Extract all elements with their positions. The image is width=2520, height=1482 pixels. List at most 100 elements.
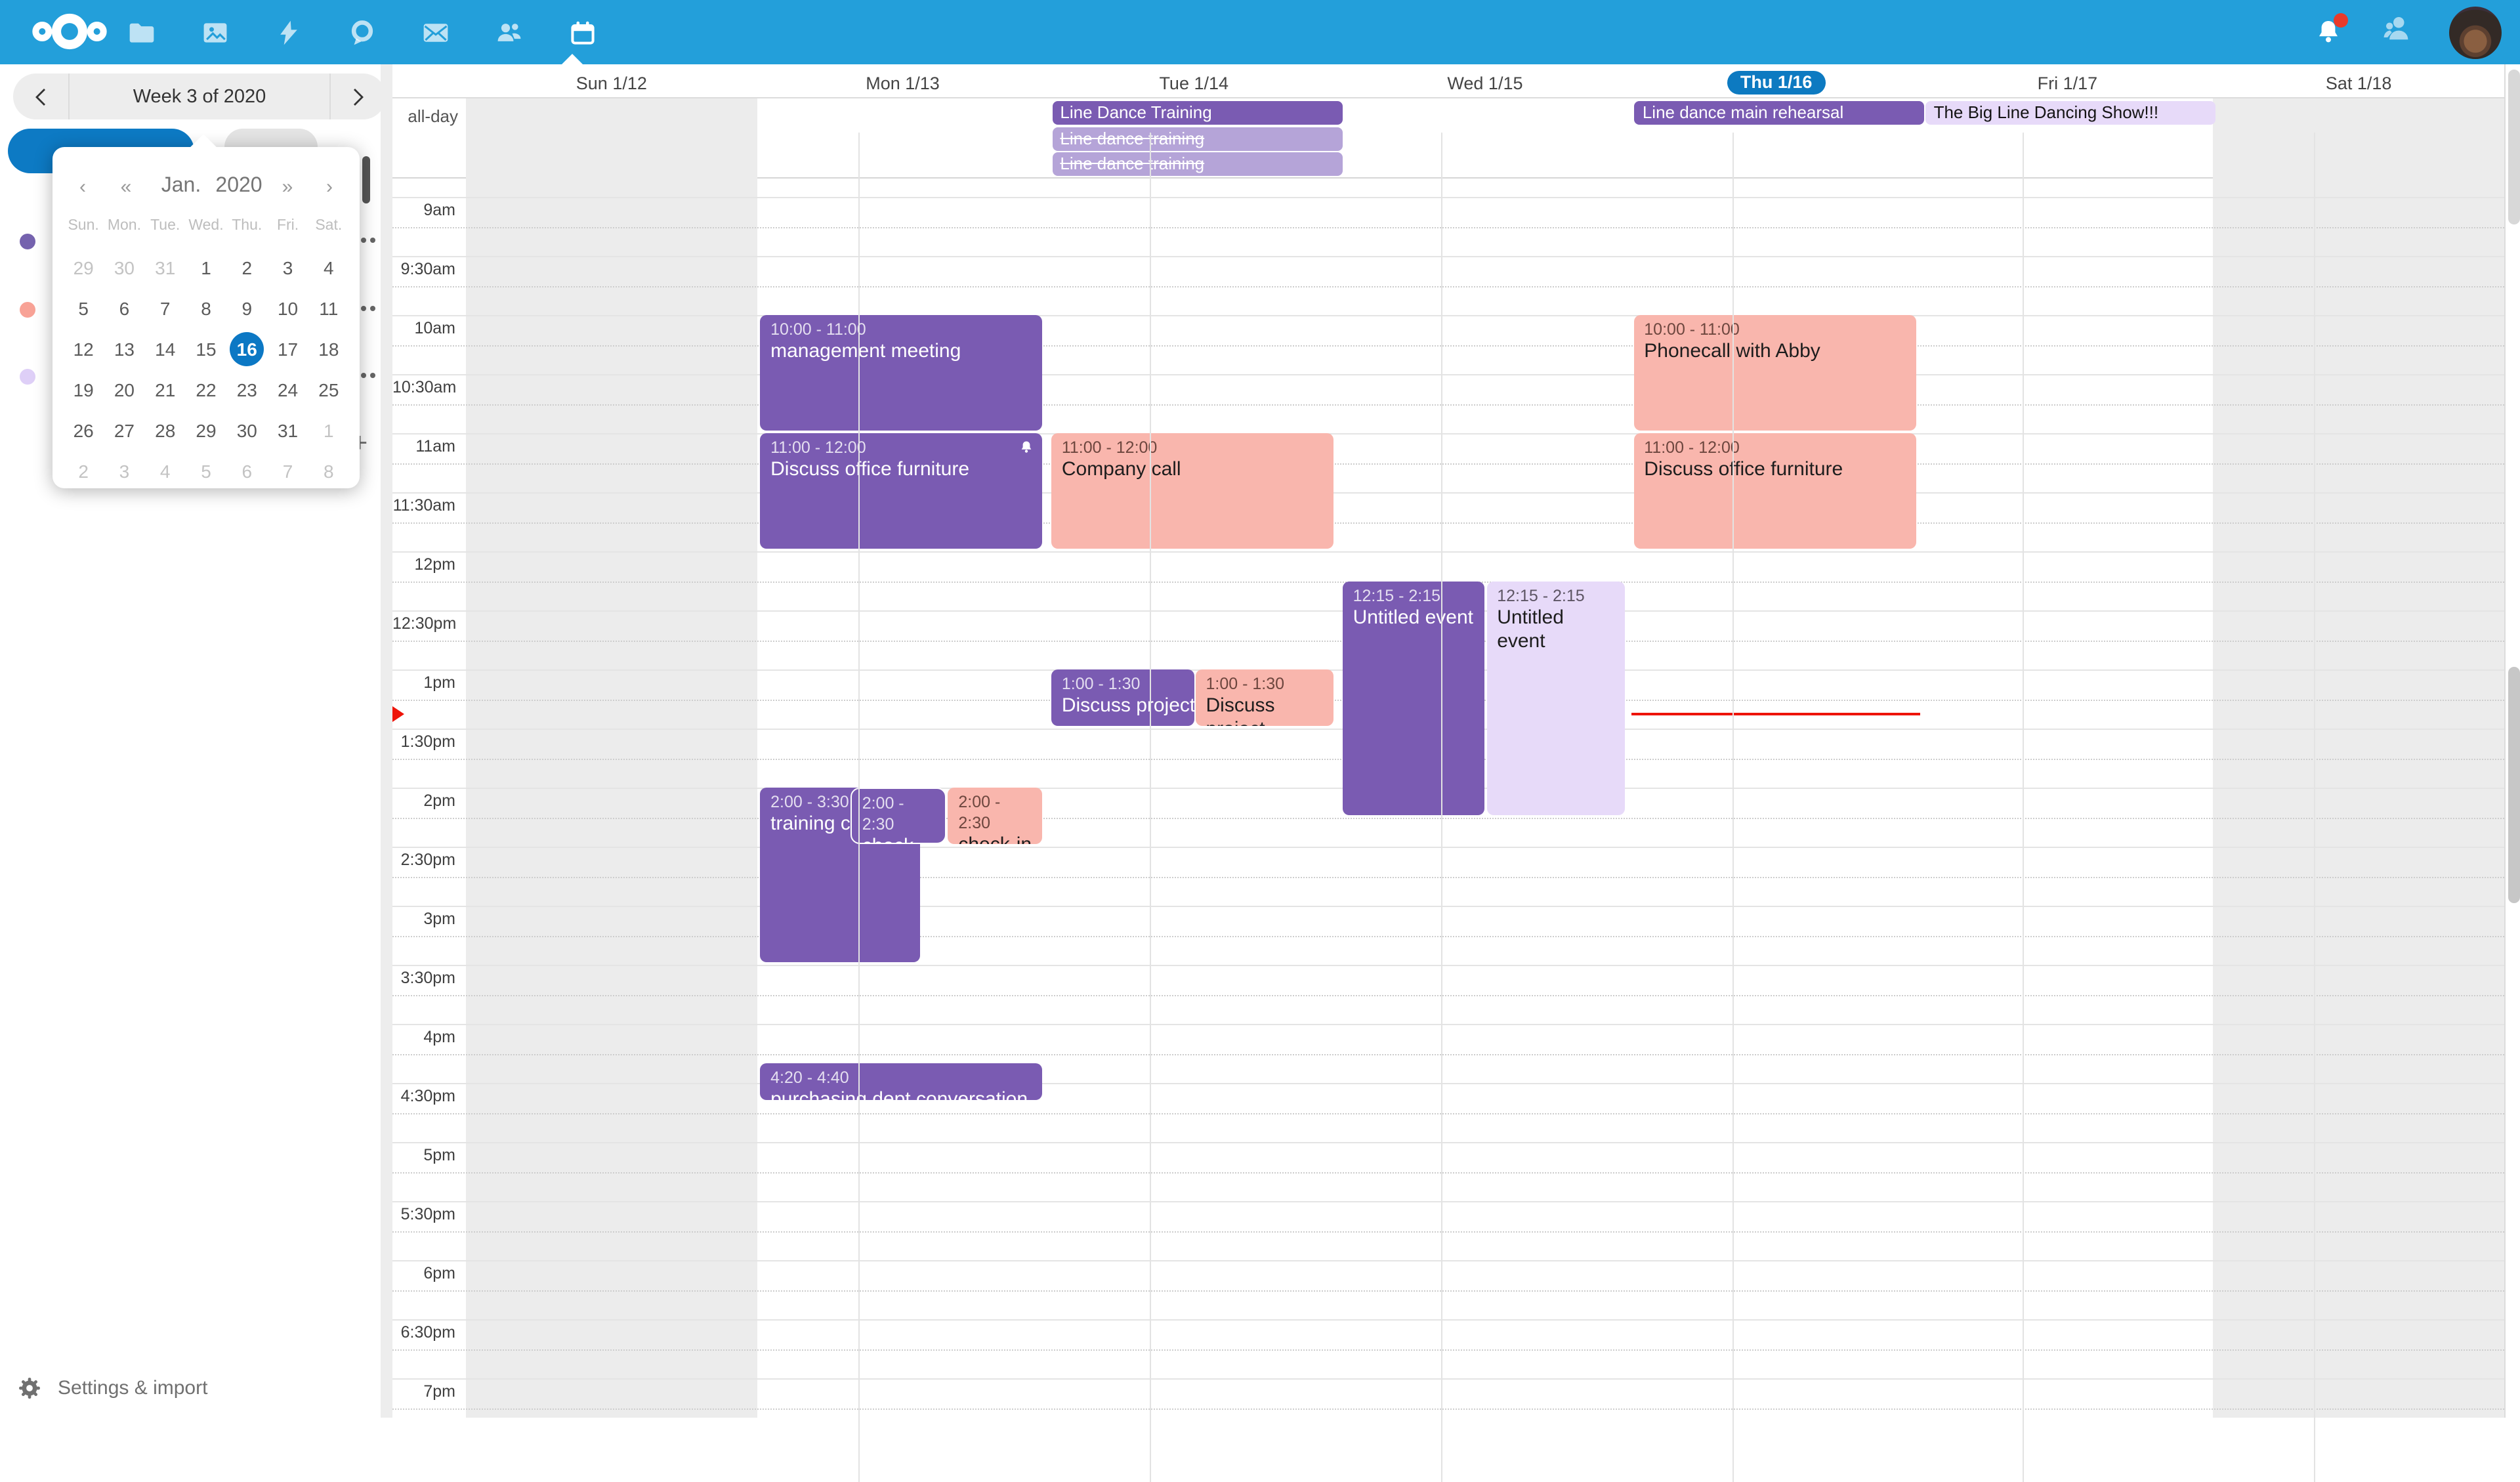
day-header[interactable]: Sat 1/18	[2325, 73, 2392, 93]
date-cell[interactable]: 30	[114, 257, 135, 278]
date-cell[interactable]: 22	[196, 379, 217, 400]
date-cell[interactable]: 3	[282, 257, 293, 278]
date-cell[interactable]: 4	[324, 257, 334, 278]
time-label: 9:30am	[400, 260, 455, 278]
scrollbar-thumb[interactable]	[2508, 667, 2519, 903]
files-app-icon[interactable]	[126, 16, 158, 48]
event-card[interactable]: 2:00 - 2:30check-in	[948, 788, 1043, 844]
day-header[interactable]: Sun 1/12	[576, 73, 647, 93]
date-cell[interactable]: 19	[73, 379, 94, 400]
allday-event[interactable]: Line dance training	[1052, 152, 1343, 176]
date-cell[interactable]: 9	[242, 297, 253, 318]
settings-import-button[interactable]: Settings & import	[18, 1377, 207, 1399]
all-day-cell[interactable]	[2213, 98, 2504, 177]
day-header[interactable]: Wed 1/15	[1447, 73, 1523, 93]
next-week-button[interactable]	[331, 74, 386, 119]
event-card[interactable]: 10:00 - 11:00 Phonecall with Abby	[1633, 315, 1916, 431]
date-cell[interactable]: 3	[119, 460, 130, 481]
date-cell[interactable]: 6	[119, 297, 130, 318]
activity-app-icon[interactable]	[273, 16, 304, 48]
event-card[interactable]: 11:00 - 12:00 Company call	[1051, 433, 1334, 549]
date-cell[interactable]: 29	[73, 257, 94, 278]
hour-line	[392, 551, 2504, 553]
date-cell[interactable]: 21	[155, 379, 176, 400]
date-cell[interactable]: 11	[319, 297, 339, 318]
date-cell[interactable]: 5	[201, 460, 211, 481]
date-cell[interactable]: 20	[114, 379, 135, 400]
date-cell[interactable]: 7	[282, 460, 293, 481]
previous-month-button[interactable]: ‹	[79, 175, 86, 198]
all-day-cell[interactable]	[466, 98, 757, 177]
date-cell[interactable]: 2	[78, 460, 89, 481]
date-cell[interactable]: 7	[159, 297, 171, 318]
day-header[interactable]: Fri 1/17	[2037, 73, 2098, 93]
event-card[interactable]: 12:15 - 2:15 Untitled event	[1486, 581, 1625, 815]
date-cell[interactable]: 14	[155, 338, 176, 359]
next-year-button[interactable]: »	[282, 175, 293, 198]
date-cell[interactable]: 13	[114, 338, 135, 359]
previous-year-button[interactable]: «	[120, 175, 132, 198]
date-cell[interactable]: 1	[201, 257, 211, 278]
talk-app-icon[interactable]	[346, 16, 378, 48]
allday-scrollbar-thumb[interactable]	[2508, 70, 2519, 224]
notifications-bell-icon[interactable]	[2313, 12, 2348, 48]
column-border	[858, 133, 860, 1482]
calendar-app-icon[interactable]	[567, 16, 598, 48]
sidebar-scrollbar-thumb[interactable]	[362, 156, 370, 203]
date-cell[interactable]: 23	[236, 379, 257, 400]
week-label-button[interactable]: Week 3 of 2020	[68, 74, 331, 119]
date-cell[interactable]: 31	[155, 257, 176, 278]
date-cell[interactable]: 15	[196, 338, 217, 359]
next-month-button[interactable]: ›	[326, 175, 333, 198]
contacts-menu-icon[interactable]	[2380, 12, 2414, 53]
allday-event[interactable]: The Big Line Dancing Show!!!	[1925, 101, 2216, 125]
year-select[interactable]: 2020	[215, 175, 262, 197]
nextcloud-logo[interactable]	[29, 12, 110, 58]
hour-line	[392, 1319, 2504, 1321]
event-card[interactable]: 10:00 - 11:00 management meeting	[760, 315, 1043, 431]
date-cell[interactable]: 31	[277, 419, 299, 440]
day-header[interactable]: Thu 1/16	[1631, 68, 1922, 97]
date-cell[interactable]: 29	[196, 419, 217, 440]
event-card[interactable]: 11:00 - 12:00 Discuss office furniture	[1633, 433, 1916, 549]
previous-week-button[interactable]	[13, 74, 68, 119]
day-header[interactable]: Mon 1/13	[866, 73, 940, 93]
date-cell[interactable]: 5	[78, 297, 89, 318]
date-cell[interactable]: 6	[242, 460, 253, 481]
contacts-app-icon[interactable]	[494, 16, 525, 48]
all-day-cell[interactable]	[1339, 98, 1631, 177]
photos-app-icon[interactable]	[200, 16, 231, 48]
date-cell[interactable]: 28	[155, 419, 176, 440]
allday-event[interactable]: Line dance training	[1052, 127, 1343, 150]
mail-app-icon[interactable]	[420, 16, 452, 48]
date-cell[interactable]: 25	[318, 379, 339, 400]
date-cell[interactable]: 30	[236, 419, 257, 440]
grid-day-column[interactable]	[2213, 177, 2504, 1418]
event-card[interactable]: 11:00 - 12:00 Discuss office furniture	[760, 433, 1043, 549]
all-day-cell[interactable]	[757, 98, 1049, 177]
date-cell[interactable]: 18	[318, 338, 339, 359]
date-cell[interactable]: 2	[242, 257, 253, 278]
grid-day-column[interactable]	[466, 177, 757, 1418]
allday-event[interactable]: Line Dance Training	[1052, 101, 1343, 125]
event-card[interactable]: 2:00 - 2:30check-in	[850, 788, 947, 844]
user-avatar[interactable]	[2449, 6, 2502, 58]
allday-event[interactable]: Line dance main rehearsal	[1634, 101, 1925, 125]
date-cell[interactable]: 17	[277, 338, 299, 359]
date-cell[interactable]: 8	[324, 460, 334, 481]
date-cell[interactable]: 1	[324, 419, 334, 440]
date-cell[interactable]: 10	[277, 297, 299, 318]
date-cell[interactable]: 8	[201, 297, 211, 318]
event-card[interactable]: 12:15 - 2:15 Untitled event	[1342, 581, 1485, 815]
date-cell[interactable]: 27	[114, 419, 135, 440]
date-cell[interactable]: 16	[226, 328, 267, 369]
date-cell[interactable]: 12	[73, 338, 94, 359]
date-cell[interactable]: 24	[277, 379, 299, 400]
month-select[interactable]: Jan.	[161, 175, 201, 197]
event-card[interactable]: 4:20 - 4:40 purchasing dept conversation	[760, 1063, 1043, 1100]
date-cell[interactable]: 26	[73, 419, 94, 440]
day-header[interactable]: Tue 1/14	[1159, 73, 1229, 93]
date-cell[interactable]: 4	[159, 460, 171, 481]
